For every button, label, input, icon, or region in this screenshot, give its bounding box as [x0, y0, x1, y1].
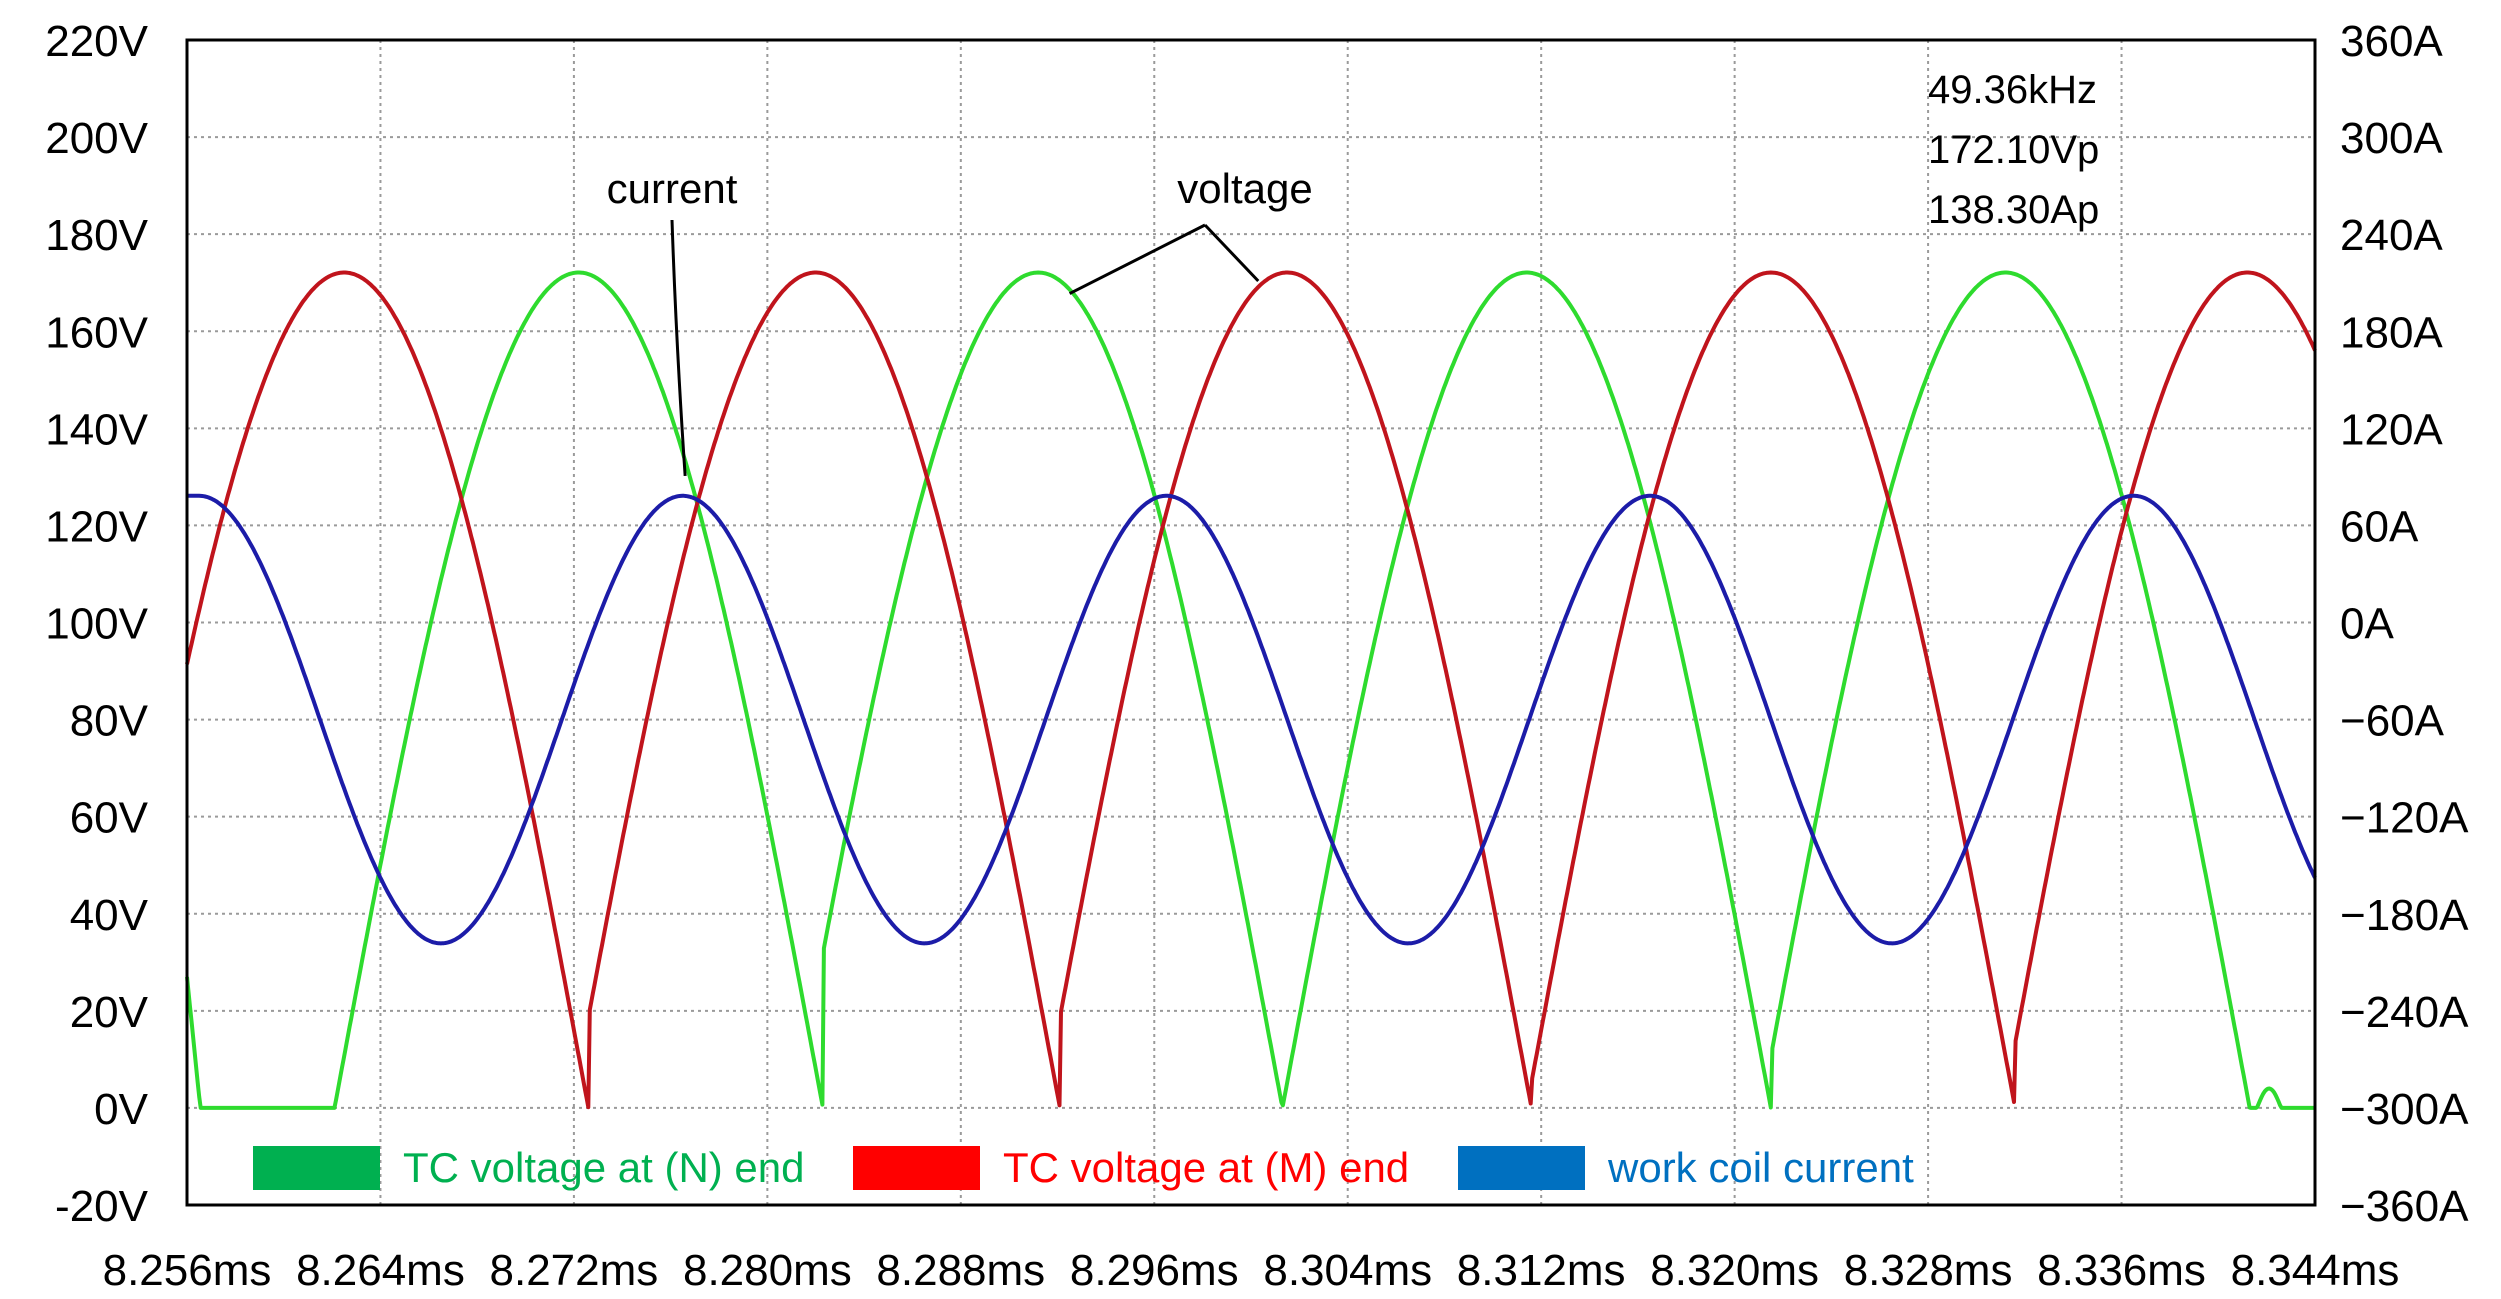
y-left-tick-label: 60V [70, 794, 149, 843]
y-left-tick-label: 140V [45, 405, 148, 454]
readout-panel: 49.36kHz 172.10Vp 138.30Ap [1928, 68, 2099, 232]
y-right-tick-label: 240A [2340, 211, 2443, 260]
y-right-tick-label: 120A [2340, 405, 2443, 454]
x-tick-label: 8.304ms [1263, 1246, 1432, 1295]
x-tick-label: 8.256ms [103, 1246, 272, 1295]
y-left-tick-label: 220V [45, 17, 148, 66]
plot-frame [185, 38, 2317, 1207]
series-line-tc-voltage-at-m-end [185, 270, 2317, 1110]
readout-line: 49.36kHz [1928, 68, 2097, 112]
x-tick-label: 8.272ms [490, 1246, 659, 1295]
readout-line: 138.30Ap [1928, 188, 2099, 232]
legend-swatch-tc-voltage-at-n-end [253, 1146, 380, 1190]
x-tick-label: 8.312ms [1457, 1246, 1626, 1295]
x-tick-label: 8.320ms [1650, 1246, 1819, 1295]
y-left-tick-label: 180V [45, 211, 148, 260]
y-right-tick-label: 360A [2340, 17, 2443, 66]
y-left-tick-label: 120V [45, 502, 148, 551]
x-tick-label: 8.336ms [2037, 1246, 2206, 1295]
y-left-tick-label: 200V [45, 114, 148, 163]
series-layer [185, 270, 2317, 1110]
x-tick-label: 8.328ms [1844, 1246, 2013, 1295]
y-right-tick-label: −300A [2340, 1085, 2469, 1134]
y-left-tick-label: 80V [70, 697, 149, 746]
legend: TC voltage at (N) end TC voltage at (M) e… [253, 1144, 1914, 1191]
y-right-tick-label: −120A [2340, 794, 2469, 843]
annotations: current voltage [607, 165, 1313, 477]
y-right-tick-label: 300A [2340, 114, 2443, 163]
x-tick-label: 8.296ms [1070, 1246, 1239, 1295]
annotation-current-label: current [607, 165, 738, 212]
y-left-tick-label: 160V [45, 308, 148, 357]
series-line-work-coil-current [186, 493, 2317, 946]
y-right-tick-label: −60A [2340, 697, 2445, 746]
x-tick-label: 8.288ms [876, 1246, 1045, 1295]
legend-label-work-coil-current: work coil current [1607, 1144, 1914, 1191]
x-tick-label: 8.344ms [2231, 1246, 2400, 1295]
y-right-tick-label: −180A [2340, 891, 2469, 940]
readout-line: 172.10Vp [1928, 128, 2099, 172]
axis-ticks: 8.256ms 8.264ms 8.272ms 8.280ms 8.288ms 8.296… [45, 17, 2469, 1295]
y-left-tick-label: 0V [94, 1085, 148, 1134]
y-left-tick-label: -20V [55, 1182, 149, 1231]
series-line-tc-voltage-at-n-end [185, 270, 2316, 1110]
y-left-tick-label: 100V [45, 600, 148, 649]
annotation-voltage-leader-n [1068, 223, 1206, 295]
annotation-voltage-label: voltage [1177, 165, 1312, 212]
y-right-tick-label: 0A [2340, 600, 2394, 649]
y-left-tick-label: 20V [70, 988, 149, 1037]
legend-label-tc-voltage-at-n-end: TC voltage at (N) end [403, 1144, 805, 1191]
y-right-tick-label: 180A [2340, 308, 2443, 357]
x-tick-label: 8.264ms [296, 1246, 465, 1295]
annotation-current-leader [670, 219, 687, 477]
y-right-tick-label: −240A [2340, 988, 2469, 1037]
annotation-voltage-leader-m [1203, 223, 1260, 283]
legend-label-tc-voltage-at-m-end: TC voltage at (M) end [1003, 1144, 1409, 1191]
y-right-tick-label: −360A [2340, 1182, 2469, 1231]
y-right-tick-label: 60A [2340, 502, 2419, 551]
legend-swatch-work-coil-current [1458, 1146, 1585, 1190]
legend-swatch-tc-voltage-at-m-end [853, 1146, 980, 1190]
x-tick-label: 8.280ms [683, 1246, 852, 1295]
y-left-tick-label: 40V [70, 891, 149, 940]
